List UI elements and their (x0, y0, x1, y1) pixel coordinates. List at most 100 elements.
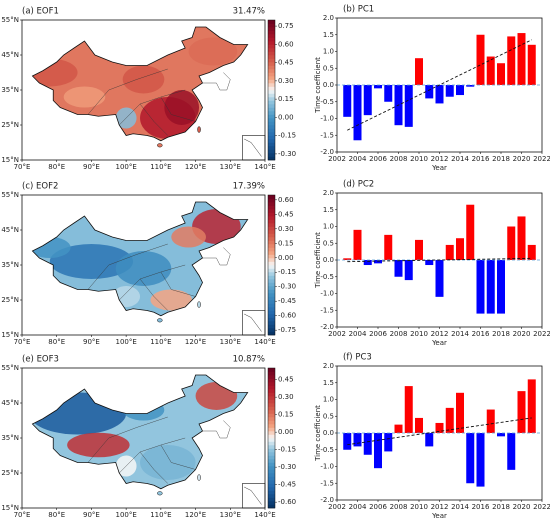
colorbar-cell (268, 375, 275, 379)
colorbar-cell (268, 317, 275, 322)
coast (202, 72, 231, 91)
colorbar-tick-label: -0.45 (278, 481, 296, 489)
y-tick-label: -1.0 (320, 115, 334, 123)
colorbar-cell (268, 125, 275, 129)
colorbar-cell (268, 107, 275, 112)
colorbar-cell (268, 473, 275, 477)
field-blob (32, 237, 71, 258)
x-tick-label: 2016 (472, 155, 490, 163)
province-line (119, 264, 186, 301)
colorbar-cell (268, 86, 275, 91)
colorbar-tick-label: -0.60 (278, 498, 296, 506)
x-tick-label: 70°E (14, 511, 31, 519)
x-tick-label: 2012 (431, 155, 449, 163)
colorbar-cell (268, 90, 275, 94)
colorbar-cell (268, 368, 275, 372)
colorbar-cell (268, 420, 275, 425)
y-tick-label: 1.0 (323, 223, 334, 231)
colorbar-cell (268, 58, 275, 63)
colorbar-cell (268, 121, 275, 126)
province-line (139, 278, 168, 311)
bar (384, 234, 393, 260)
field-blob (122, 65, 165, 94)
province-line (139, 103, 168, 136)
field-base (32, 375, 248, 489)
colorbar-cell (268, 48, 275, 52)
bar (445, 244, 454, 260)
colorbar-tick-label: 0.00 (278, 113, 294, 121)
hainan (157, 143, 163, 148)
bar (476, 433, 485, 487)
y-tick-label: 35°N (1, 86, 19, 94)
field (32, 375, 248, 489)
x-tick-label: 2010 (410, 503, 428, 511)
colorbar-cell (268, 331, 275, 336)
colorbar-tick-label: 0.00 (278, 254, 294, 262)
x-tick-label: 2002 (328, 503, 346, 511)
field-blob (112, 286, 141, 307)
x-tick-label: 140°E (254, 338, 275, 346)
bar (353, 433, 362, 447)
bar (497, 260, 505, 314)
bar (343, 258, 352, 260)
colorbar-cell (268, 258, 275, 262)
china-outline (31, 26, 249, 142)
colorbar-cell (268, 293, 275, 297)
colorbar-cell (268, 34, 275, 38)
y-tick-label: 45°N (1, 226, 19, 234)
y-tick-label: 2.0 (323, 362, 334, 370)
y-tick-label: -1.5 (320, 306, 334, 314)
colorbar-cell (268, 487, 275, 491)
colorbar-cell (268, 494, 275, 498)
y-tick-label: 55°N (1, 16, 19, 24)
y-tick-label: 0.5 (323, 412, 334, 420)
colorbar-cell (268, 23, 275, 28)
x-tick-label: 2004 (349, 155, 367, 163)
colorbar-cell (268, 268, 275, 273)
colorbar-cell (268, 135, 275, 140)
colorbar-cell (268, 219, 275, 224)
colorbar-tick-label: 0.15 (278, 411, 294, 419)
x-tick-label: 2010 (410, 155, 428, 163)
bar (476, 260, 485, 314)
x-tick-label: 2022 (533, 155, 550, 163)
y-tick-label: 1.5 (323, 206, 334, 214)
bar (394, 424, 403, 433)
x-tick-label: 110°E (150, 338, 171, 346)
colorbar-cell (268, 149, 275, 154)
bar (404, 386, 413, 433)
colorbar-cell (268, 286, 275, 290)
x-tick-label: 110°E (150, 511, 171, 519)
y-tick-label: 1.5 (323, 31, 334, 39)
y-tick-label: 15°N (1, 156, 19, 164)
colorbar-cell (268, 142, 275, 147)
colorbar-cell (268, 310, 275, 315)
colorbar-cell (268, 314, 275, 318)
x-tick-label: 2008 (390, 155, 408, 163)
colorbar-cell (268, 65, 275, 70)
field-blob (164, 90, 200, 125)
y-tick-label: -0.5 (320, 98, 334, 106)
colorbar-cell (268, 233, 275, 238)
colorbar-frame (267, 367, 276, 509)
colorbar-cell (268, 44, 275, 49)
bar (363, 260, 372, 266)
colorbar-cell (268, 469, 275, 474)
colorbar-cell (268, 72, 275, 77)
colorbar-cell (268, 30, 275, 35)
colorbar-tick-label: 0.45 (278, 59, 294, 67)
x-tick-label: 2014 (451, 330, 469, 338)
x-tick-label: 2010 (410, 330, 428, 338)
x-tick-label: 2012 (431, 330, 449, 338)
bar (486, 56, 495, 85)
colorbar-cell (268, 382, 275, 386)
y-tick-label: 55°N (1, 191, 19, 199)
field-blob (67, 432, 130, 458)
bar (363, 85, 372, 116)
colorbar-cell (268, 445, 275, 449)
colorbar-cell (268, 156, 275, 161)
bar (456, 392, 464, 433)
hainan (157, 491, 163, 496)
bar (425, 85, 434, 99)
colorbar-cell (268, 417, 275, 421)
